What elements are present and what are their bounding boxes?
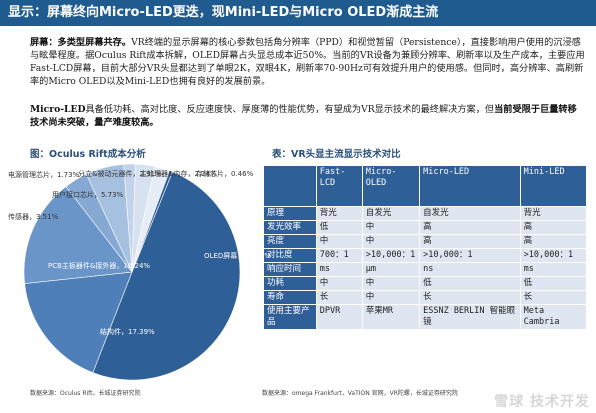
table-cell: 长 bbox=[419, 290, 521, 305]
pie-source: 数据来源：Oculus Rift，长城证券研究院 bbox=[30, 390, 141, 397]
table-cell: 中 bbox=[315, 276, 363, 291]
page-title: 显示：屏幕终向Micro-LED更迭，现Mini-LED与Micro OLED渐… bbox=[0, 0, 596, 26]
table-header-cell: Fast-LCD bbox=[315, 165, 363, 207]
display-tech-table: Fast-LCD Micro-OLED Micro-LED Mini-LED 原理 背光… bbox=[263, 165, 588, 330]
paragraph-text: VR终端的显示屏幕的核心参数包括角分辨率（PPD）和视觉暂留（Persisten… bbox=[30, 37, 585, 87]
table-cell: ESSNZ BERLIN 智能眼镜 bbox=[419, 304, 521, 330]
table-cell: >10,000：1 bbox=[519, 248, 588, 263]
table-cell: 高 bbox=[419, 234, 521, 249]
pie-slice bbox=[65, 173, 133, 273]
pie-slice-label: 用户接口芯片，5.73% bbox=[52, 191, 124, 199]
paragraph-lead: 屏幕：多类型屏幕共存。 bbox=[30, 37, 132, 48]
pie-slice bbox=[24, 271, 133, 374]
paragraph-microled: Micro-LED具备低功耗、高对比度、反应速度快、厚度薄的性能优势，有望成为V… bbox=[30, 104, 585, 130]
table-row: 功耗中中低低 bbox=[263, 276, 588, 291]
paragraph-tail: 当前受限于巨量转移技术尚未突破，量产难度较高。 bbox=[30, 104, 577, 128]
table-cell: 背光 bbox=[315, 206, 363, 221]
table-cell: 自发光 bbox=[361, 206, 421, 221]
table-header-row: Fast-LCD Micro-OLED Micro-LED Mini-LED bbox=[263, 165, 588, 207]
table-cell: ms bbox=[519, 262, 588, 277]
table-row: 亮度中中高高 bbox=[263, 234, 588, 249]
table-cell: 中 bbox=[361, 290, 421, 305]
table-header-cell: Micro-LED bbox=[419, 165, 521, 207]
table-header-cell: Micro-OLED bbox=[361, 165, 421, 207]
table-cell: >10,000：1 bbox=[361, 248, 421, 263]
table-cell: 700：1 bbox=[315, 248, 363, 263]
table-row-header: 对比度 bbox=[263, 248, 317, 263]
table-cell: 背光 bbox=[519, 206, 588, 221]
pie-slice-label: 存储芯片，0.46% bbox=[196, 170, 254, 178]
pie-slice-label: 结构件，17.39% bbox=[100, 328, 155, 336]
paragraph-text: 具备低功耗、高对比度、反应速度快、厚度薄的性能优势，有望成为VR显示技术的最终解… bbox=[85, 104, 495, 115]
table-cell: μm bbox=[361, 262, 421, 277]
pie-slice-label: OLED屏幕，49.79% bbox=[204, 252, 271, 260]
pie-slice bbox=[85, 163, 133, 273]
table-cell: 长 bbox=[519, 290, 588, 305]
pie-slice-label: PCB主板器件&接外器，16.24% bbox=[48, 262, 151, 270]
table-title: 表：VR头显主流显示技术对比 bbox=[272, 149, 401, 160]
table-row: 寿命长中长长 bbox=[263, 290, 588, 305]
pie-slice bbox=[131, 166, 170, 273]
pie-slice-label: 电源管理芯片，1.73% bbox=[8, 171, 80, 179]
table-row-header: 响应时间 bbox=[263, 262, 317, 277]
table-cell: 低 bbox=[315, 220, 363, 235]
table-cell: 高 bbox=[419, 220, 521, 235]
paragraph-lead: Micro-LED bbox=[30, 104, 86, 115]
table-cell: DPVR bbox=[315, 304, 363, 330]
table-row: 使用主要产品 DPVR 苹果MR ESSNZ BERLIN 智能眼镜 Meta Camb… bbox=[263, 304, 588, 330]
table-row: 原理 背光 自发光 自发光 背光 bbox=[263, 206, 588, 221]
table-cell: 高 bbox=[519, 220, 588, 235]
table-row-header: 亮度 bbox=[263, 234, 317, 249]
pie-slice-label: 分立&被动元器件，2.91% bbox=[78, 170, 162, 178]
table-row: 对比度 700：1 >10,000：1 >10,000：1 >10,000：1 bbox=[263, 248, 588, 263]
pie-slice-label: 主处理器&内存，2.24% bbox=[140, 170, 217, 178]
pie-slice-label: 传感器，3.51% bbox=[8, 213, 59, 221]
table-cell: 中 bbox=[361, 276, 421, 291]
table-source: 数据来源：omega Frankfurt，VaTION 官网，VR陀螺，长城证券… bbox=[262, 390, 458, 397]
table-cell: 中 bbox=[361, 220, 421, 235]
table-row: 响应时间 ms μm ns ms bbox=[263, 262, 588, 277]
table-cell: ns bbox=[419, 262, 521, 277]
watermark: 雪球 技术开发 bbox=[494, 394, 590, 410]
pie-slice bbox=[131, 170, 173, 273]
paragraph-screen: 屏幕：多类型屏幕共存。VR终端的显示屏幕的核心参数包括角分辨率（PPD）和视觉暂… bbox=[30, 37, 585, 89]
table-row-header: 原理 bbox=[263, 206, 317, 221]
pie-chart-title: 图：Oculus Rift成本分析 bbox=[30, 149, 146, 160]
table-corner-cell bbox=[263, 165, 317, 207]
table-cell: 自发光 bbox=[419, 206, 521, 221]
pie-slice bbox=[123, 163, 136, 273]
table-row: 发光效率低中高高 bbox=[263, 220, 588, 235]
table-row-header: 发光效率 bbox=[263, 220, 317, 235]
pie-slice bbox=[92, 171, 241, 381]
table-row-header: 功耗 bbox=[263, 276, 317, 291]
table-cell: 低 bbox=[419, 276, 521, 291]
table-cell: 长 bbox=[315, 290, 363, 305]
table-cell: ms bbox=[315, 262, 363, 277]
table-header-cell: Mini-LED bbox=[519, 165, 588, 207]
table-cell: 苹果MR bbox=[361, 304, 421, 330]
table-cell: >10,000：1 bbox=[419, 248, 521, 263]
table-cell: 低 bbox=[519, 276, 588, 291]
table-cell: 中 bbox=[361, 234, 421, 249]
table-cell: Meta Cambria bbox=[519, 304, 588, 330]
pie-slice bbox=[131, 163, 156, 273]
table-row-header: 使用主要产品 bbox=[263, 304, 317, 330]
table-row-header: 寿命 bbox=[263, 290, 317, 305]
table-cell: 高 bbox=[519, 234, 588, 249]
table-cell: 中 bbox=[315, 234, 363, 249]
